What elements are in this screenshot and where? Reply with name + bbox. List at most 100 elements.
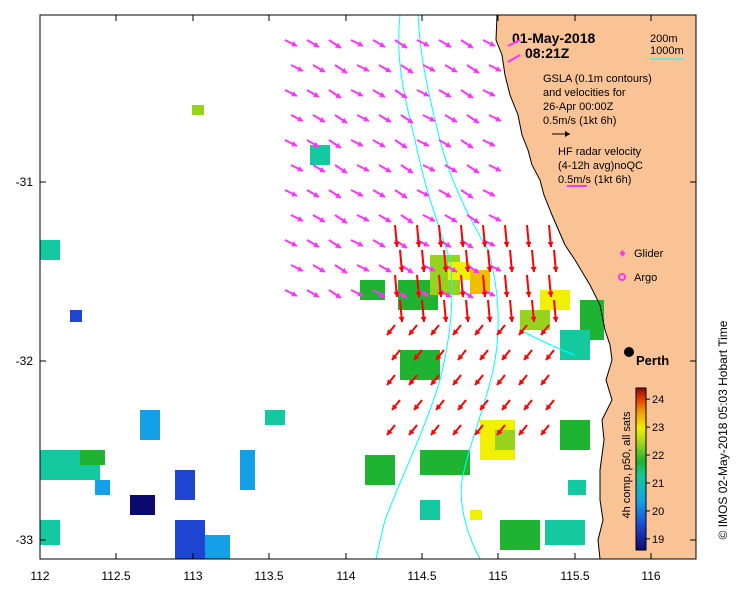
hf-arrow-head [437,241,444,247]
gsla-arrow-head [357,141,363,147]
gsla-arrow-head [363,116,369,122]
hf-arrow-head [508,266,515,272]
gsla-arrow-head [423,141,429,147]
gsla-arrow-head [451,216,457,223]
gsla-arrow-head [319,266,325,273]
gsla-arrow-head [363,216,369,222]
gsla-arrow-head [445,41,451,48]
gsla-arrow-head [467,42,473,48]
hf-arrow-head [409,379,415,385]
hf-arrow-head [530,266,537,272]
gsla-arrow-head [473,117,479,123]
x-tick-label: 113 [183,569,202,583]
colorbar-tick-label: 20 [652,506,664,518]
hf-arrow-head [480,404,486,410]
gsla-arrow-head [495,116,501,122]
coastline [495,15,613,559]
hf-arrow-head [415,291,422,297]
gsla-arrow-head [451,116,457,123]
hf-arrow-head [437,291,444,297]
gsla-arrow-head [363,66,369,72]
hf-arrow-head [459,241,466,247]
gsla-arrow-head [335,192,341,198]
gsla-arrow-head [319,216,325,223]
gsla-arrow-head [357,191,363,197]
gsla-arrow-head [385,66,391,73]
hf-arrow-head [503,241,510,247]
gsla-arrow-head [319,116,325,123]
hf-arrow-head [486,266,493,272]
hf-arrow-head [464,266,471,272]
gsla-arrow-head [495,166,501,172]
hf-arrow-head [541,429,547,435]
gsla-arrow-head [341,117,347,123]
hf-arrow-head [552,266,559,272]
hf-arrow-head [519,429,525,435]
hf-arrow-head [546,354,552,360]
contour-legend-1000m: 1000m [650,45,684,57]
gsla-arrow-head [357,241,363,247]
gsla-note-line: GSLA (0.1m contours) [543,73,652,85]
hf-arrow-head [525,291,532,297]
argo-label: Argo [634,272,657,284]
gsla-arrow-head [489,291,495,297]
gsla-arrow-head [297,166,303,172]
hf-arrow-head [453,379,459,385]
gsla-arrow-head [489,241,495,247]
gsla-arrow-head [467,292,473,298]
gsla-arrow-head [335,42,341,48]
hf-arrow-head [393,291,400,297]
gsla-arrow-head [341,167,347,173]
hf-arrow-head [387,429,393,435]
gsla-arrow-head [379,91,385,98]
gsla-arrow-head [445,241,451,248]
hf-arrow-head [414,404,420,410]
hf-note-line: HF radar velocity [558,146,642,158]
hf-note-line: (4-12h avg)noQC [558,160,643,172]
hf-arrow-head [442,316,449,322]
gsla-arrow-head [429,166,435,172]
gsla-arrow-head [335,142,341,148]
y-axis-ticks [40,181,696,541]
hf-arrow-head [431,379,437,385]
hf-arrow-head [420,316,427,322]
gsla-arrow-head [423,241,429,247]
x-tick-label: 112.5 [101,569,130,583]
gsla-arrow-head [451,266,457,273]
hf-arrow-head [431,429,437,435]
gsla-arrow-head [445,141,451,148]
hf-arrow-head [480,354,486,360]
hf-arrow-head [486,316,493,322]
hf-arrow-head [464,316,471,322]
hf-arrow-head [398,316,405,322]
gsla-arrow-head [407,117,413,123]
hf-arrow-head [541,379,547,385]
date-pointer-icon [507,39,521,63]
colorbar-title: 4h comp, p50, all sats [621,411,633,519]
gsla-note-line: 26-Apr 00:00Z [543,101,614,113]
hf-arrow-head [453,329,459,335]
x-tick-label: 116 [641,569,660,583]
gsla-arrow-head [291,91,297,97]
gsla-arrow-head [473,217,479,223]
gsla-arrow-head [473,167,479,173]
gsla-arrow-head [407,217,413,223]
gsla-arrow-head [429,66,435,72]
gsla-arrow-head [489,141,495,147]
gsla-arrow-head [401,242,407,248]
hf-arrow-head [436,404,442,410]
map-time: 08:21Z [525,45,570,61]
gsla-arrow-head [429,216,435,222]
perth-marker-icon [624,347,634,357]
city-label: Perth [636,353,669,368]
hf-arrow-head [392,404,398,410]
hf-arrow-head [541,329,547,335]
gsla-arrow-head [445,91,451,98]
gsla-arrow-head [385,116,391,123]
gsla-arrow-head [357,91,363,97]
hf-arrow-head [392,354,398,360]
gsla-arrow-head [423,291,429,297]
hf-arrow-head [524,354,530,360]
hf-arrow-head [475,429,481,435]
hf-arrow-head [414,354,420,360]
